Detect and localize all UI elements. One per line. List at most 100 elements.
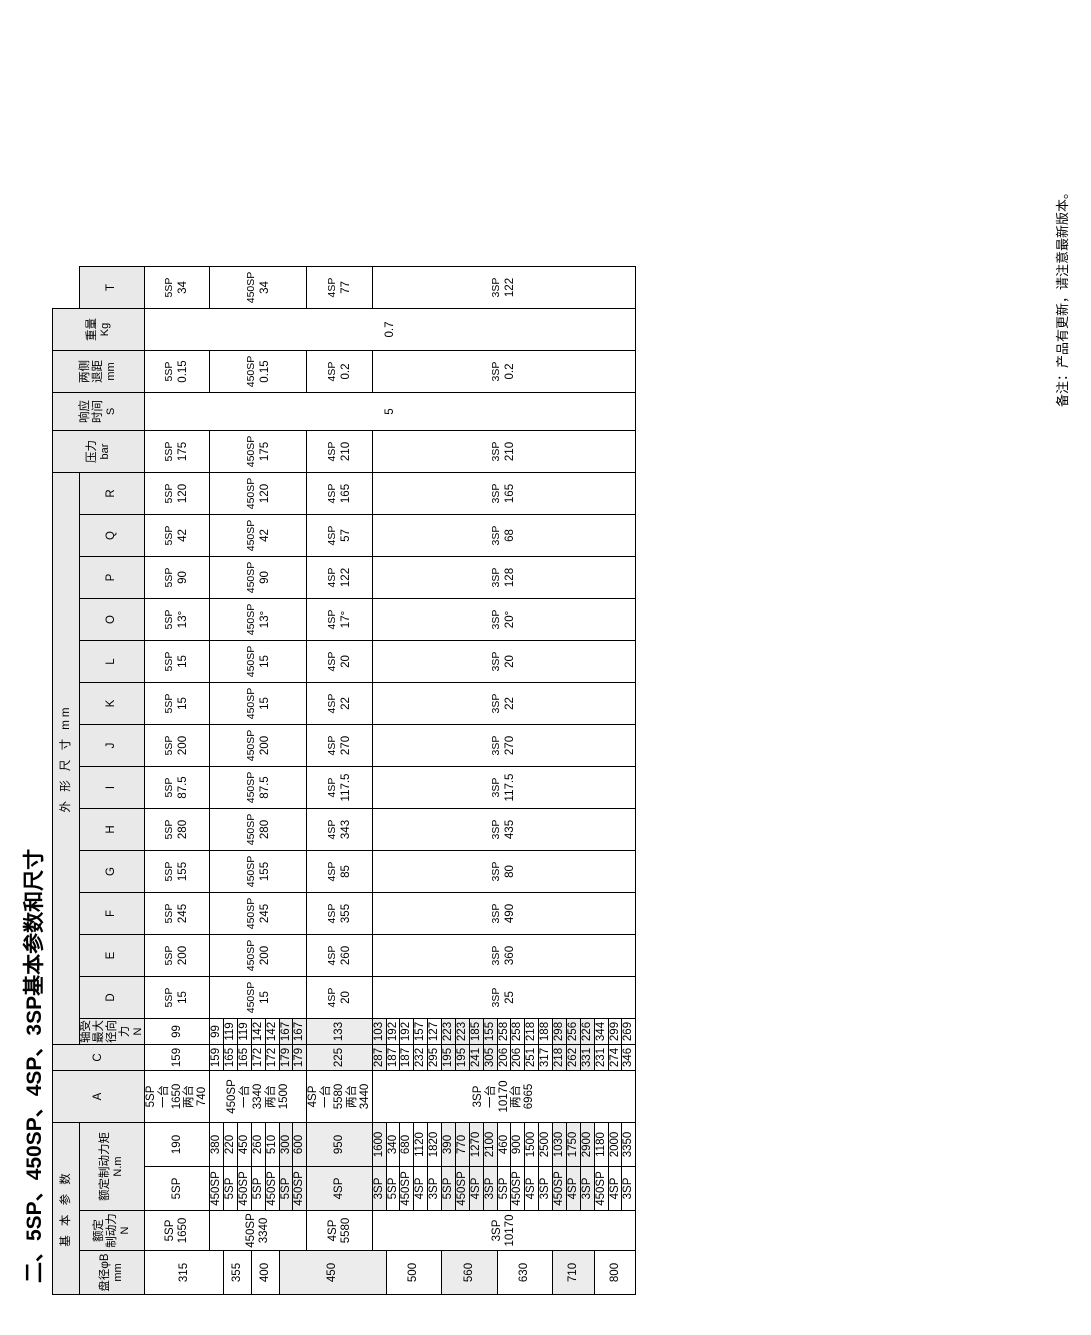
rated-torque-cell: 510 bbox=[265, 1122, 280, 1167]
value: 490 bbox=[504, 903, 517, 924]
model-label: 450SP bbox=[244, 271, 257, 304]
dim-A-cell: 251 bbox=[524, 1044, 539, 1071]
model-label: 450SP bbox=[244, 603, 257, 636]
model-cell: 450SP bbox=[209, 1166, 224, 1211]
model-cell: 5SP bbox=[144, 1166, 210, 1211]
retract-gap-cell: 0.7 bbox=[144, 308, 636, 351]
max-radial-force-cell: 3SP 一台 10170 两台 6965 bbox=[372, 1070, 636, 1123]
dim-A-cell: 295 bbox=[427, 1044, 442, 1071]
rated-torque-cell: 2900 bbox=[580, 1122, 595, 1167]
dim-J-cell: 3SP 270 bbox=[372, 724, 636, 767]
rated-torque-cell: 680 bbox=[399, 1122, 414, 1167]
model-label: 4SP bbox=[325, 945, 338, 966]
model-cell: 3SP bbox=[427, 1166, 442, 1211]
model-label: 5SP bbox=[164, 1219, 177, 1242]
model-label: 5SP bbox=[163, 819, 176, 840]
dim-C-cell: 99 bbox=[209, 1018, 224, 1045]
dim-D-cell: 5SP 15 bbox=[144, 976, 210, 1019]
rated-braking-force-cell: 4SP 5580 bbox=[306, 1210, 373, 1251]
value: 20 bbox=[339, 655, 352, 668]
value: 245 bbox=[258, 903, 271, 924]
value: 355 bbox=[339, 903, 352, 924]
weight-cell: 4SP 77 bbox=[306, 266, 373, 309]
dim-E-cell: 450SP 200 bbox=[209, 934, 307, 977]
value: 0.15 bbox=[258, 360, 271, 383]
model-cell: 3SP bbox=[580, 1166, 595, 1211]
header-dim-F: F bbox=[79, 892, 145, 935]
dim-C-cell: 299 bbox=[608, 1018, 622, 1045]
model-cell: 4SP bbox=[566, 1166, 581, 1211]
rated-torque-cell: 1030 bbox=[552, 1122, 567, 1167]
header-weight: 重量 Kg bbox=[52, 308, 145, 351]
dim-H-cell: 450SP 280 bbox=[209, 808, 307, 851]
model-label: 450SP bbox=[245, 1213, 258, 1248]
model-label: 3SP bbox=[490, 945, 503, 966]
header-dim-G: G bbox=[79, 850, 145, 893]
header-pressure: 压力 bar bbox=[52, 430, 145, 473]
dim-Q-cell: 3SP 68 bbox=[372, 514, 636, 557]
model-label: 4SP bbox=[325, 903, 338, 924]
value: 20 bbox=[339, 991, 352, 1004]
dim-C-cell: 119 bbox=[237, 1018, 252, 1045]
model-label: 4SP bbox=[326, 1219, 339, 1242]
model-label: 450SP bbox=[244, 897, 257, 930]
two-unit-label: 两台 bbox=[264, 1085, 277, 1108]
value: 15 bbox=[258, 991, 271, 1004]
model-label: 4SP bbox=[307, 1085, 320, 1108]
dim-C-cell: 142 bbox=[251, 1018, 266, 1045]
one-unit-label: 一台 bbox=[157, 1085, 170, 1108]
model-label: 3SP bbox=[491, 1219, 504, 1242]
dim-H-cell: 5SP 280 bbox=[144, 808, 210, 851]
weight-cell: 3SP 122 bbox=[372, 266, 636, 309]
header-dim-E: E bbox=[79, 934, 145, 977]
dim-A-cell: 346 bbox=[621, 1044, 636, 1071]
dim-C-cell: 133 bbox=[306, 1018, 373, 1045]
rated-torque-cell: 380 bbox=[209, 1122, 224, 1167]
model-cell: 450SP bbox=[292, 1166, 307, 1211]
value: 1650 bbox=[177, 1217, 189, 1244]
model-cell: 3SP bbox=[621, 1166, 636, 1211]
model-label: 5SP bbox=[163, 987, 176, 1008]
dim-G-cell: 4SP 85 bbox=[306, 850, 373, 893]
value: 25 bbox=[504, 991, 517, 1004]
value: 245 bbox=[177, 903, 190, 924]
value: 165 bbox=[504, 483, 517, 504]
disc-diameter-cell: 315 bbox=[144, 1250, 224, 1295]
dim-R-cell: 4SP 165 bbox=[306, 472, 373, 515]
dim-C-cell: 223 bbox=[455, 1018, 470, 1045]
model-label: 450SP bbox=[244, 939, 257, 972]
header-max-radial-force: 轴受最大 径向力 N bbox=[79, 1018, 145, 1045]
header-dim-Q: Q bbox=[79, 514, 145, 557]
rated-torque-cell: 1820 bbox=[427, 1122, 442, 1167]
value: 200 bbox=[258, 735, 271, 756]
dim-A-cell: 172 bbox=[265, 1044, 280, 1071]
dim-E-cell: 5SP 200 bbox=[144, 934, 210, 977]
value: 122 bbox=[339, 567, 352, 588]
model-label: 3SP bbox=[490, 903, 503, 924]
dim-C-cell: 127 bbox=[427, 1018, 442, 1045]
dim-E-cell: 4SP 260 bbox=[306, 934, 373, 977]
header-dim-A: A bbox=[52, 1070, 145, 1123]
model-label: 450SP bbox=[244, 771, 257, 804]
dim-F-cell: 450SP 245 bbox=[209, 892, 307, 935]
model-label: 4SP bbox=[325, 441, 338, 462]
header-dim-R: R bbox=[79, 472, 145, 515]
two-unit-value: 1500 bbox=[277, 1083, 290, 1110]
rated-torque-cell: 340 bbox=[386, 1122, 400, 1167]
model-cell: 5SP bbox=[386, 1166, 400, 1211]
value: 15 bbox=[258, 655, 271, 668]
dim-A-cell: 274 bbox=[608, 1044, 622, 1071]
model-cell: 5SP bbox=[223, 1166, 238, 1211]
disc-diameter-cell: 500 bbox=[386, 1250, 442, 1295]
value: 122 bbox=[504, 277, 517, 298]
dim-C-cell: 185 bbox=[469, 1018, 484, 1045]
rated-torque-cell: 260 bbox=[251, 1122, 266, 1167]
value: 22 bbox=[339, 697, 352, 710]
dim-D-cell: 3SP 25 bbox=[372, 976, 636, 1019]
value: 68 bbox=[504, 529, 517, 542]
dim-C-cell: 223 bbox=[441, 1018, 456, 1045]
model-label: 5SP bbox=[163, 441, 176, 462]
model-label: 3SP bbox=[490, 987, 503, 1008]
value: 270 bbox=[339, 735, 352, 756]
